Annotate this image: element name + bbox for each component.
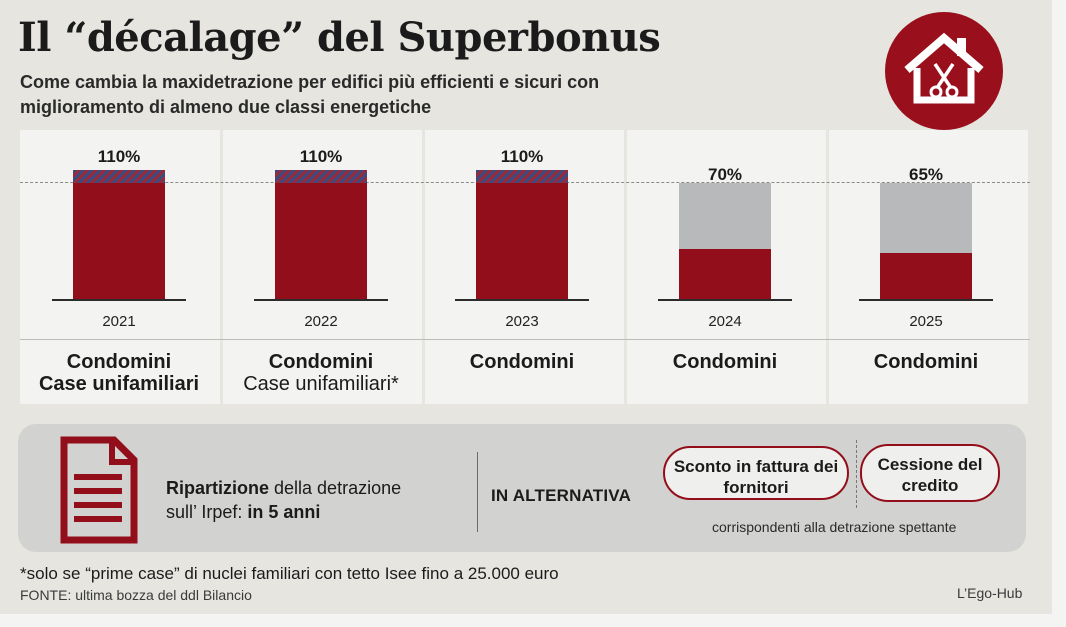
year-label: 2022 xyxy=(304,313,338,330)
bar-2024 xyxy=(679,249,771,299)
bar-baseline xyxy=(658,299,792,301)
column-label: Condomini Case unifamiliari* xyxy=(221,351,421,395)
column-label: Condomini xyxy=(826,351,1026,373)
bar-2025 xyxy=(880,253,972,299)
value-label: 65% xyxy=(908,165,944,184)
credit-text: L’Ego-Hub xyxy=(957,585,1023,601)
ripartizione-rest: della detrazione xyxy=(269,478,402,498)
bar-bonus-segment xyxy=(476,170,568,183)
vertical-separator xyxy=(477,452,478,532)
column-label-secondary: Case unifamiliari* xyxy=(243,373,399,395)
column-label-main: Condomini xyxy=(66,351,172,373)
year-label: 2024 xyxy=(708,313,742,330)
column-label: Condomini xyxy=(625,351,825,373)
chart-title: Il “décalage” del Superbonus xyxy=(18,14,661,61)
page-edge-bottom xyxy=(0,614,1066,627)
bar-baseline xyxy=(52,299,186,301)
dashed-separator xyxy=(856,440,857,508)
year-label: 2023 xyxy=(505,313,539,330)
source-text: FONTE: ultima bozza del ddl Bilancio xyxy=(20,587,252,603)
ripartizione-years: in 5 anni xyxy=(247,502,321,522)
column-label-main: Condomini xyxy=(873,351,979,373)
column-label-main: Condomini xyxy=(268,351,374,373)
chart-subtitle: Come cambia la maxidetrazione per edific… xyxy=(20,72,600,117)
cessione-credito-pill: Cessione del credito xyxy=(860,444,1000,502)
column-label-main: Condomini xyxy=(469,351,575,373)
house-scissors-icon xyxy=(885,12,1003,130)
column-label-main: Condomini xyxy=(672,351,778,373)
bar-2023 xyxy=(476,183,568,299)
sconto-in-fattura-pill: Sconto in fattura dei fornitori xyxy=(663,446,849,500)
value-label: 110% xyxy=(97,147,141,166)
page-edge-right xyxy=(1052,0,1066,627)
value-label: 70% xyxy=(707,165,743,184)
bar-baseline xyxy=(254,299,388,301)
value-label: 110% xyxy=(500,147,544,166)
bar-bonus-segment xyxy=(275,170,367,183)
year-label: 2021 xyxy=(102,313,136,330)
alternativa-label: IN ALTERNATIVA xyxy=(491,486,632,505)
document-icon xyxy=(60,436,138,549)
value-label: 110% xyxy=(299,147,343,166)
column-label: Condomini Case unifamiliari xyxy=(19,351,219,395)
bar-baseline xyxy=(859,299,993,301)
bar-bonus-segment xyxy=(73,170,165,183)
ripartizione-line2: sull’ Irpef: xyxy=(166,502,248,522)
footnote: *solo se “prime case” di nuclei familiar… xyxy=(20,564,559,583)
divider-line xyxy=(20,339,1030,340)
bar-2021 xyxy=(73,183,165,299)
ripartizione-text: Ripartizione della detrazione sull’ Irpe… xyxy=(166,476,466,524)
column-label: Condomini xyxy=(422,351,622,373)
column-label-secondary: Case unifamiliari xyxy=(38,373,200,395)
year-label: 2025 xyxy=(909,313,943,330)
ripartizione-bold: Ripartizione xyxy=(166,478,270,498)
bar-2022 xyxy=(275,183,367,299)
bar-baseline xyxy=(455,299,589,301)
info-box xyxy=(18,424,1026,552)
corrispondenti-note: corrispondenti alla detrazione spettante xyxy=(712,519,957,535)
